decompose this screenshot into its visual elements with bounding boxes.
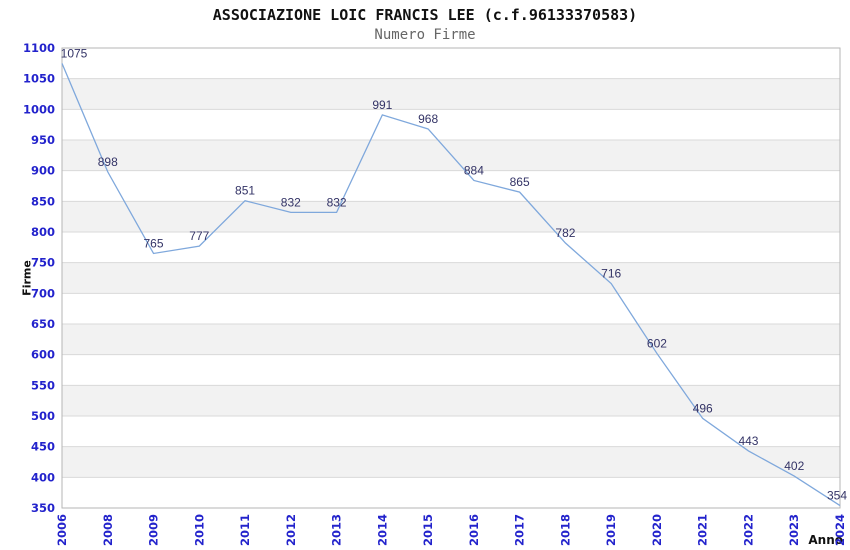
point-label: 602 — [647, 336, 667, 350]
plot-band — [62, 324, 840, 355]
x-tick-label: 2012 — [284, 514, 298, 546]
point-label: 884 — [464, 163, 484, 177]
point-label: 765 — [144, 236, 164, 250]
y-tick-label: 800 — [31, 225, 55, 239]
y-tick-label: 600 — [31, 348, 55, 362]
plot-band — [62, 385, 840, 416]
x-axis-title: Anno — [808, 533, 843, 547]
y-tick-label: 550 — [31, 378, 55, 392]
point-label: 898 — [98, 155, 118, 169]
x-tick-label: 2006 — [55, 514, 69, 546]
y-tick-label: 750 — [31, 256, 55, 270]
y-tick-label: 1000 — [23, 102, 55, 116]
point-label: 782 — [555, 226, 575, 240]
x-tick-label: 2011 — [238, 514, 252, 546]
plot-band — [62, 201, 840, 232]
x-tick-label: 2021 — [696, 514, 710, 546]
y-tick-label: 950 — [31, 133, 55, 147]
x-tick-label: 2015 — [421, 514, 435, 546]
x-tick-label: 2016 — [467, 514, 481, 546]
x-tick-label: 2013 — [330, 514, 344, 546]
point-label: 496 — [693, 401, 713, 415]
x-tick-label: 2017 — [513, 514, 527, 546]
x-tick-label: 2010 — [192, 514, 206, 546]
y-tick-label: 400 — [31, 470, 55, 484]
point-label: 851 — [235, 184, 255, 198]
data-line — [61, 63, 841, 507]
y-tick-label: 700 — [31, 286, 55, 300]
point-label: 968 — [418, 112, 438, 126]
y-tick-label: 450 — [31, 440, 55, 454]
x-tick-label: 2023 — [787, 514, 801, 546]
chart-title: ASSOCIAZIONE LOIC FRANCIS LEE (c.f.96133… — [212, 6, 638, 24]
point-label: 777 — [189, 229, 209, 243]
x-tick-label: 2008 — [101, 514, 115, 546]
x-tick-label: 2022 — [741, 514, 755, 546]
point-label: 832 — [327, 195, 347, 209]
point-label: 716 — [601, 267, 621, 281]
point-label: 1075 — [61, 46, 88, 60]
x-tick-label: 2014 — [375, 514, 389, 546]
x-tick-label: 2018 — [558, 514, 572, 546]
plot-band — [62, 78, 840, 110]
point-label: 354 — [827, 489, 847, 503]
x-tick-label: 2009 — [147, 514, 161, 546]
y-tick-label: 350 — [31, 501, 55, 515]
plot-border — [61, 47, 841, 509]
point-label: 402 — [784, 459, 804, 473]
x-tick-label: 2024 — [833, 514, 847, 546]
plot-band — [62, 446, 840, 478]
y-tick-label: 1100 — [23, 41, 55, 55]
x-tick-label: 2020 — [650, 514, 664, 546]
y-tick-label: 850 — [31, 194, 55, 208]
plot-band — [62, 262, 840, 294]
chart-subtitle: Numero Firme — [374, 27, 476, 43]
y-tick-label: 900 — [31, 164, 55, 178]
y-tick-label: 650 — [31, 317, 55, 331]
point-label: 865 — [510, 175, 530, 189]
y-tick-label: 1050 — [23, 72, 55, 86]
point-label: 443 — [738, 434, 758, 448]
point-label: 832 — [281, 195, 301, 209]
y-tick-label: 500 — [31, 409, 55, 423]
x-tick-label: 2019 — [604, 514, 618, 546]
point-label: 991 — [372, 98, 392, 112]
